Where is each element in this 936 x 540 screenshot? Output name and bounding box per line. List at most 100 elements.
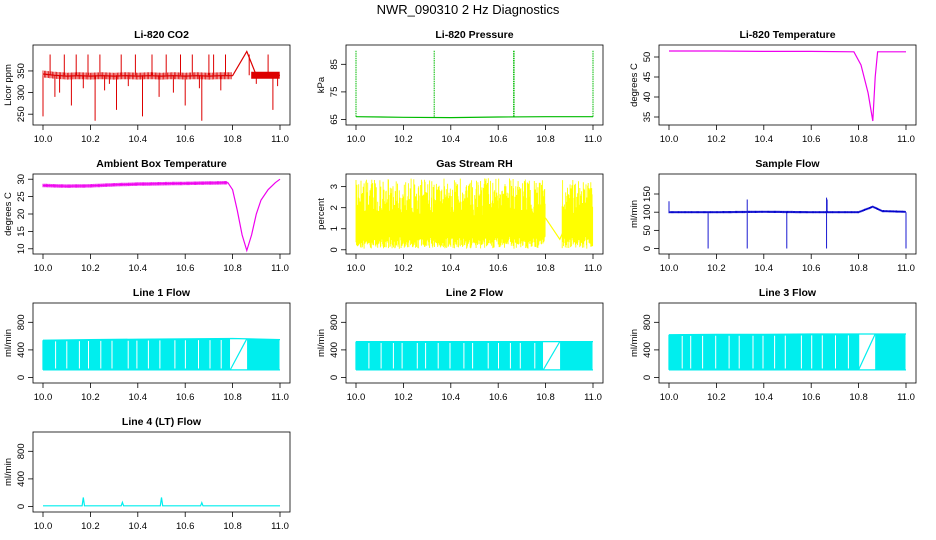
x-tick-label: 11.0 [584, 392, 602, 403]
y-tick-label: 2 [329, 205, 340, 210]
panel-frame [345, 44, 604, 126]
y-tick-label: 85 [329, 59, 340, 70]
y-axis-label: percent [316, 198, 327, 230]
panel-1: Li-820 CO2 10.0 10.2 10.4 10.6 10.8 11.0 250 300… [3, 29, 291, 145]
x-tick-label: 10.0 [34, 521, 53, 532]
x-tick-label: 10.4 [129, 392, 148, 403]
y-tick-label: 0 [642, 246, 653, 251]
y-tick-label: 0 [329, 247, 340, 252]
x-tick-label: 10.0 [660, 263, 679, 274]
x-tick-label: 10.6 [802, 134, 821, 145]
x-tick-label: 10.8 [223, 263, 242, 274]
panel-title: Li-820 Pressure [435, 29, 513, 41]
x-tick-label: 11.0 [584, 263, 602, 274]
flow-gap-line [542, 341, 561, 371]
y-tick-label: 400 [16, 471, 27, 487]
x-tick-label: 10.8 [536, 263, 555, 274]
x-tick-label: 10.8 [223, 521, 242, 532]
x-tick-label: 10.2 [707, 392, 726, 403]
co2-noise [42, 70, 280, 80]
x-tick-label: 10.0 [660, 134, 679, 145]
panel-frame [345, 302, 604, 384]
x-tick-label: 10.8 [223, 134, 242, 145]
sample-flow-noise [668, 197, 907, 249]
flow-band [355, 341, 593, 370]
series-line-1 [669, 50, 906, 122]
x-tick-label: 10.0 [34, 392, 53, 403]
panel-frame [345, 173, 604, 255]
series-line-1 [42, 178, 281, 253]
panel-title: Line 4 (LT) Flow [122, 416, 202, 428]
panel-9: Line 3 Flow 10.0 10.2 10.4 10.6 10.8 11.0 0 400 8… [629, 287, 917, 403]
x-tick-label: 10.2 [707, 134, 726, 145]
x-tick-label: 10.6 [489, 263, 508, 274]
x-tick-label: 10.2 [81, 263, 100, 274]
y-tick-label: 100 [642, 204, 653, 220]
panel-title: Line 3 Flow [759, 287, 817, 299]
x-tick-label: 10.4 [755, 263, 774, 274]
y-tick-label: 400 [329, 342, 340, 358]
x-tick-label: 10.2 [394, 392, 413, 403]
panel-frame [32, 44, 291, 126]
y-tick-label: 300 [16, 85, 27, 101]
x-tick-label: 10.2 [394, 134, 413, 145]
y-tick-label: 75 [329, 87, 340, 98]
rh-noise [355, 178, 594, 249]
y-tick-label: 30 [16, 174, 27, 185]
y-axis-label: ml/min [629, 329, 640, 357]
x-tick-label: 10.6 [802, 392, 821, 403]
y-tick-label: 400 [642, 342, 653, 358]
x-tick-label: 10.6 [802, 263, 821, 274]
y-tick-label: 45 [642, 72, 653, 83]
panel-10: Line 4 (LT) Flow 10.0 10.2 10.4 10.6 10.8 11.0… [3, 416, 291, 532]
y-axis-label: ml/min [316, 329, 327, 357]
y-tick-label: 25 [16, 191, 27, 202]
x-tick-label: 10.6 [176, 392, 195, 403]
x-tick-label: 10.0 [34, 263, 53, 274]
series-line-1 [355, 116, 593, 119]
y-axis-label: degrees C [3, 192, 14, 236]
x-tick-label: 10.4 [129, 521, 148, 532]
panel-3: Li-820 Temperature 10.0 10.2 10.4 10.6 10.8 11… [629, 29, 917, 145]
panel-4: Ambient Box Temperature 10.0 10.2 10.4 10.6 1… [3, 158, 291, 274]
panel-6: Sample Flow 10.0 10.2 10.4 10.6 10.8 11.0 0 50 10… [629, 158, 917, 274]
x-tick-label: 10.4 [755, 392, 774, 403]
y-tick-label: 50 [642, 225, 653, 236]
x-tick-label: 10.8 [536, 392, 555, 403]
y-tick-label: 350 [16, 63, 27, 79]
x-tick-label: 10.4 [442, 134, 461, 145]
x-tick-label: 11.0 [271, 263, 289, 274]
y-axis-label: kPa [316, 76, 327, 93]
panel-title: Li-820 CO2 [134, 29, 189, 41]
y-tick-label: 0 [642, 375, 653, 380]
panel-7: Line 1 Flow 10.0 10.2 10.4 10.6 10.8 11.0 0 400 8… [3, 287, 291, 403]
x-tick-label: 10.6 [489, 392, 508, 403]
flow-gaps [55, 340, 222, 369]
flow-gaps [681, 335, 849, 369]
panel-8: Line 2 Flow 10.0 10.2 10.4 10.6 10.8 11.0 0 400 8… [316, 287, 604, 403]
y-axis-label: degrees C [629, 63, 640, 107]
x-tick-label: 11.0 [897, 134, 915, 145]
x-tick-label: 11.0 [897, 263, 915, 274]
flow-band [42, 338, 280, 370]
x-tick-label: 10.4 [129, 134, 148, 145]
y-tick-label: 35 [642, 112, 653, 123]
y-axis-label: ml/min [3, 458, 14, 486]
series-line-1 [43, 497, 280, 507]
y-tick-label: 15 [16, 226, 27, 237]
x-tick-label: 10.0 [34, 134, 53, 145]
x-tick-label: 10.8 [223, 392, 242, 403]
x-tick-label: 11.0 [271, 134, 289, 145]
y-tick-label: 50 [642, 52, 653, 63]
x-tick-label: 10.4 [129, 263, 148, 274]
y-tick-label: 800 [329, 314, 340, 330]
flow-gap-line [229, 338, 248, 371]
y-tick-label: 0 [16, 504, 27, 509]
x-tick-label: 10.8 [849, 134, 868, 145]
panel-frame [658, 173, 917, 255]
y-tick-label: 0 [16, 375, 27, 380]
x-tick-label: 10.2 [707, 263, 726, 274]
x-tick-label: 10.8 [536, 134, 555, 145]
y-tick-label: 20 [16, 209, 27, 220]
